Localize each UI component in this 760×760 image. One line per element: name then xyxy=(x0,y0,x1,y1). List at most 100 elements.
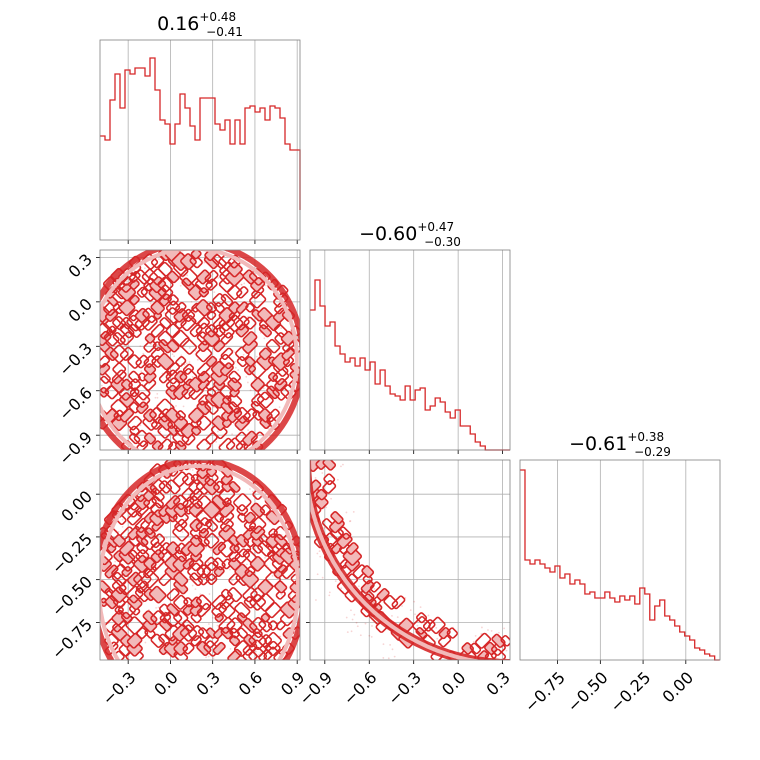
p20-frame xyxy=(99,459,301,661)
sample-point xyxy=(215,440,218,443)
contour-blob xyxy=(241,570,259,589)
sample-point xyxy=(169,596,172,599)
contour-blob xyxy=(242,430,258,447)
contour-blob xyxy=(189,572,203,587)
contour-blob xyxy=(257,578,274,595)
contour-blob xyxy=(183,597,194,608)
sample-point xyxy=(165,536,168,539)
contour-blob xyxy=(258,347,272,361)
contour-blob xyxy=(250,377,265,392)
sample-point xyxy=(389,644,392,646)
contour-blob xyxy=(196,269,212,285)
sample-point xyxy=(151,579,154,582)
sample-point xyxy=(144,641,147,644)
sample-point xyxy=(334,580,337,583)
sample-point xyxy=(158,258,160,261)
sample-point xyxy=(359,634,362,637)
sample-point xyxy=(164,448,167,450)
sample-point xyxy=(350,630,353,633)
contour-blob xyxy=(249,516,267,535)
contour-blob xyxy=(205,302,218,314)
title-param-3: −0.61+0.38 −0.29 xyxy=(569,430,671,459)
sample-point xyxy=(207,623,210,625)
sample-point xyxy=(140,370,143,373)
contour-blob xyxy=(264,601,282,619)
contour-blob xyxy=(174,301,187,314)
x-tick-label: −0.6 xyxy=(340,668,381,709)
contour-blob xyxy=(150,533,166,549)
contour-blob xyxy=(144,527,156,539)
sample-point xyxy=(191,376,194,378)
p22-frame xyxy=(519,459,721,661)
sample-point xyxy=(279,635,282,638)
sample-point xyxy=(370,635,373,638)
contour-blob xyxy=(151,440,164,450)
x-tick-label: −0.3 xyxy=(99,668,140,709)
contour-blob xyxy=(179,337,198,355)
contour-blob xyxy=(189,603,203,617)
contour-blob xyxy=(171,329,190,348)
contour-blob xyxy=(173,571,189,587)
p21-frame xyxy=(309,459,511,661)
contour-blob xyxy=(100,362,111,376)
sample-point xyxy=(237,369,240,371)
contour-blob xyxy=(189,254,203,269)
sample-point xyxy=(139,345,142,348)
contour-blob xyxy=(227,587,243,603)
sample-point xyxy=(503,627,506,630)
contour-blob xyxy=(249,555,266,572)
contour-blob xyxy=(204,269,219,284)
sample-point xyxy=(254,364,257,367)
sample-point xyxy=(247,429,250,432)
sample-point xyxy=(205,656,207,659)
sample-point xyxy=(436,637,439,640)
sample-point xyxy=(163,312,166,314)
sample-point xyxy=(265,284,267,287)
sample-point xyxy=(345,616,348,619)
contour-blob xyxy=(274,580,288,594)
contour-blob xyxy=(135,580,149,594)
sample-point xyxy=(348,520,351,523)
contour-blob xyxy=(197,316,210,330)
sample-point xyxy=(497,631,500,634)
contour-blob xyxy=(196,602,211,618)
sample-point xyxy=(149,302,152,305)
contour-blob xyxy=(205,278,218,291)
sample-point xyxy=(364,622,367,625)
sample-point xyxy=(413,600,416,603)
sample-point xyxy=(472,640,475,643)
sample-point xyxy=(234,366,237,369)
sample-point xyxy=(233,351,236,354)
p22-histogram-step xyxy=(520,469,720,661)
sample-point xyxy=(238,323,241,326)
contour-blob xyxy=(118,383,136,401)
contour-blob xyxy=(167,294,179,306)
contour-blob xyxy=(275,620,286,631)
sample-point xyxy=(325,506,328,509)
contour-blob xyxy=(228,370,241,384)
sample-point xyxy=(188,346,191,349)
sample-point xyxy=(155,606,157,609)
contour-blob xyxy=(182,363,195,375)
sample-point xyxy=(196,358,199,361)
title-param-2: −0.60+0.47 −0.30 xyxy=(359,220,461,249)
sample-point xyxy=(121,525,124,528)
sample-point xyxy=(328,594,331,597)
contour-blob xyxy=(119,346,135,361)
sample-point xyxy=(342,463,344,466)
contour-blob xyxy=(220,347,234,361)
contour-blob xyxy=(136,627,149,640)
sample-point xyxy=(242,353,245,356)
x-tick-label: −0.9 xyxy=(295,668,336,709)
sample-point xyxy=(186,274,189,277)
sample-point xyxy=(345,511,348,514)
contour-blob xyxy=(267,620,279,631)
sample-point xyxy=(255,650,257,653)
contour-blob xyxy=(220,332,234,345)
sample-point xyxy=(352,511,355,513)
sample-point xyxy=(246,563,248,566)
contour-blob xyxy=(258,649,273,660)
contour-blob xyxy=(212,641,226,656)
contour-blob xyxy=(391,595,406,610)
sample-point xyxy=(213,406,215,409)
